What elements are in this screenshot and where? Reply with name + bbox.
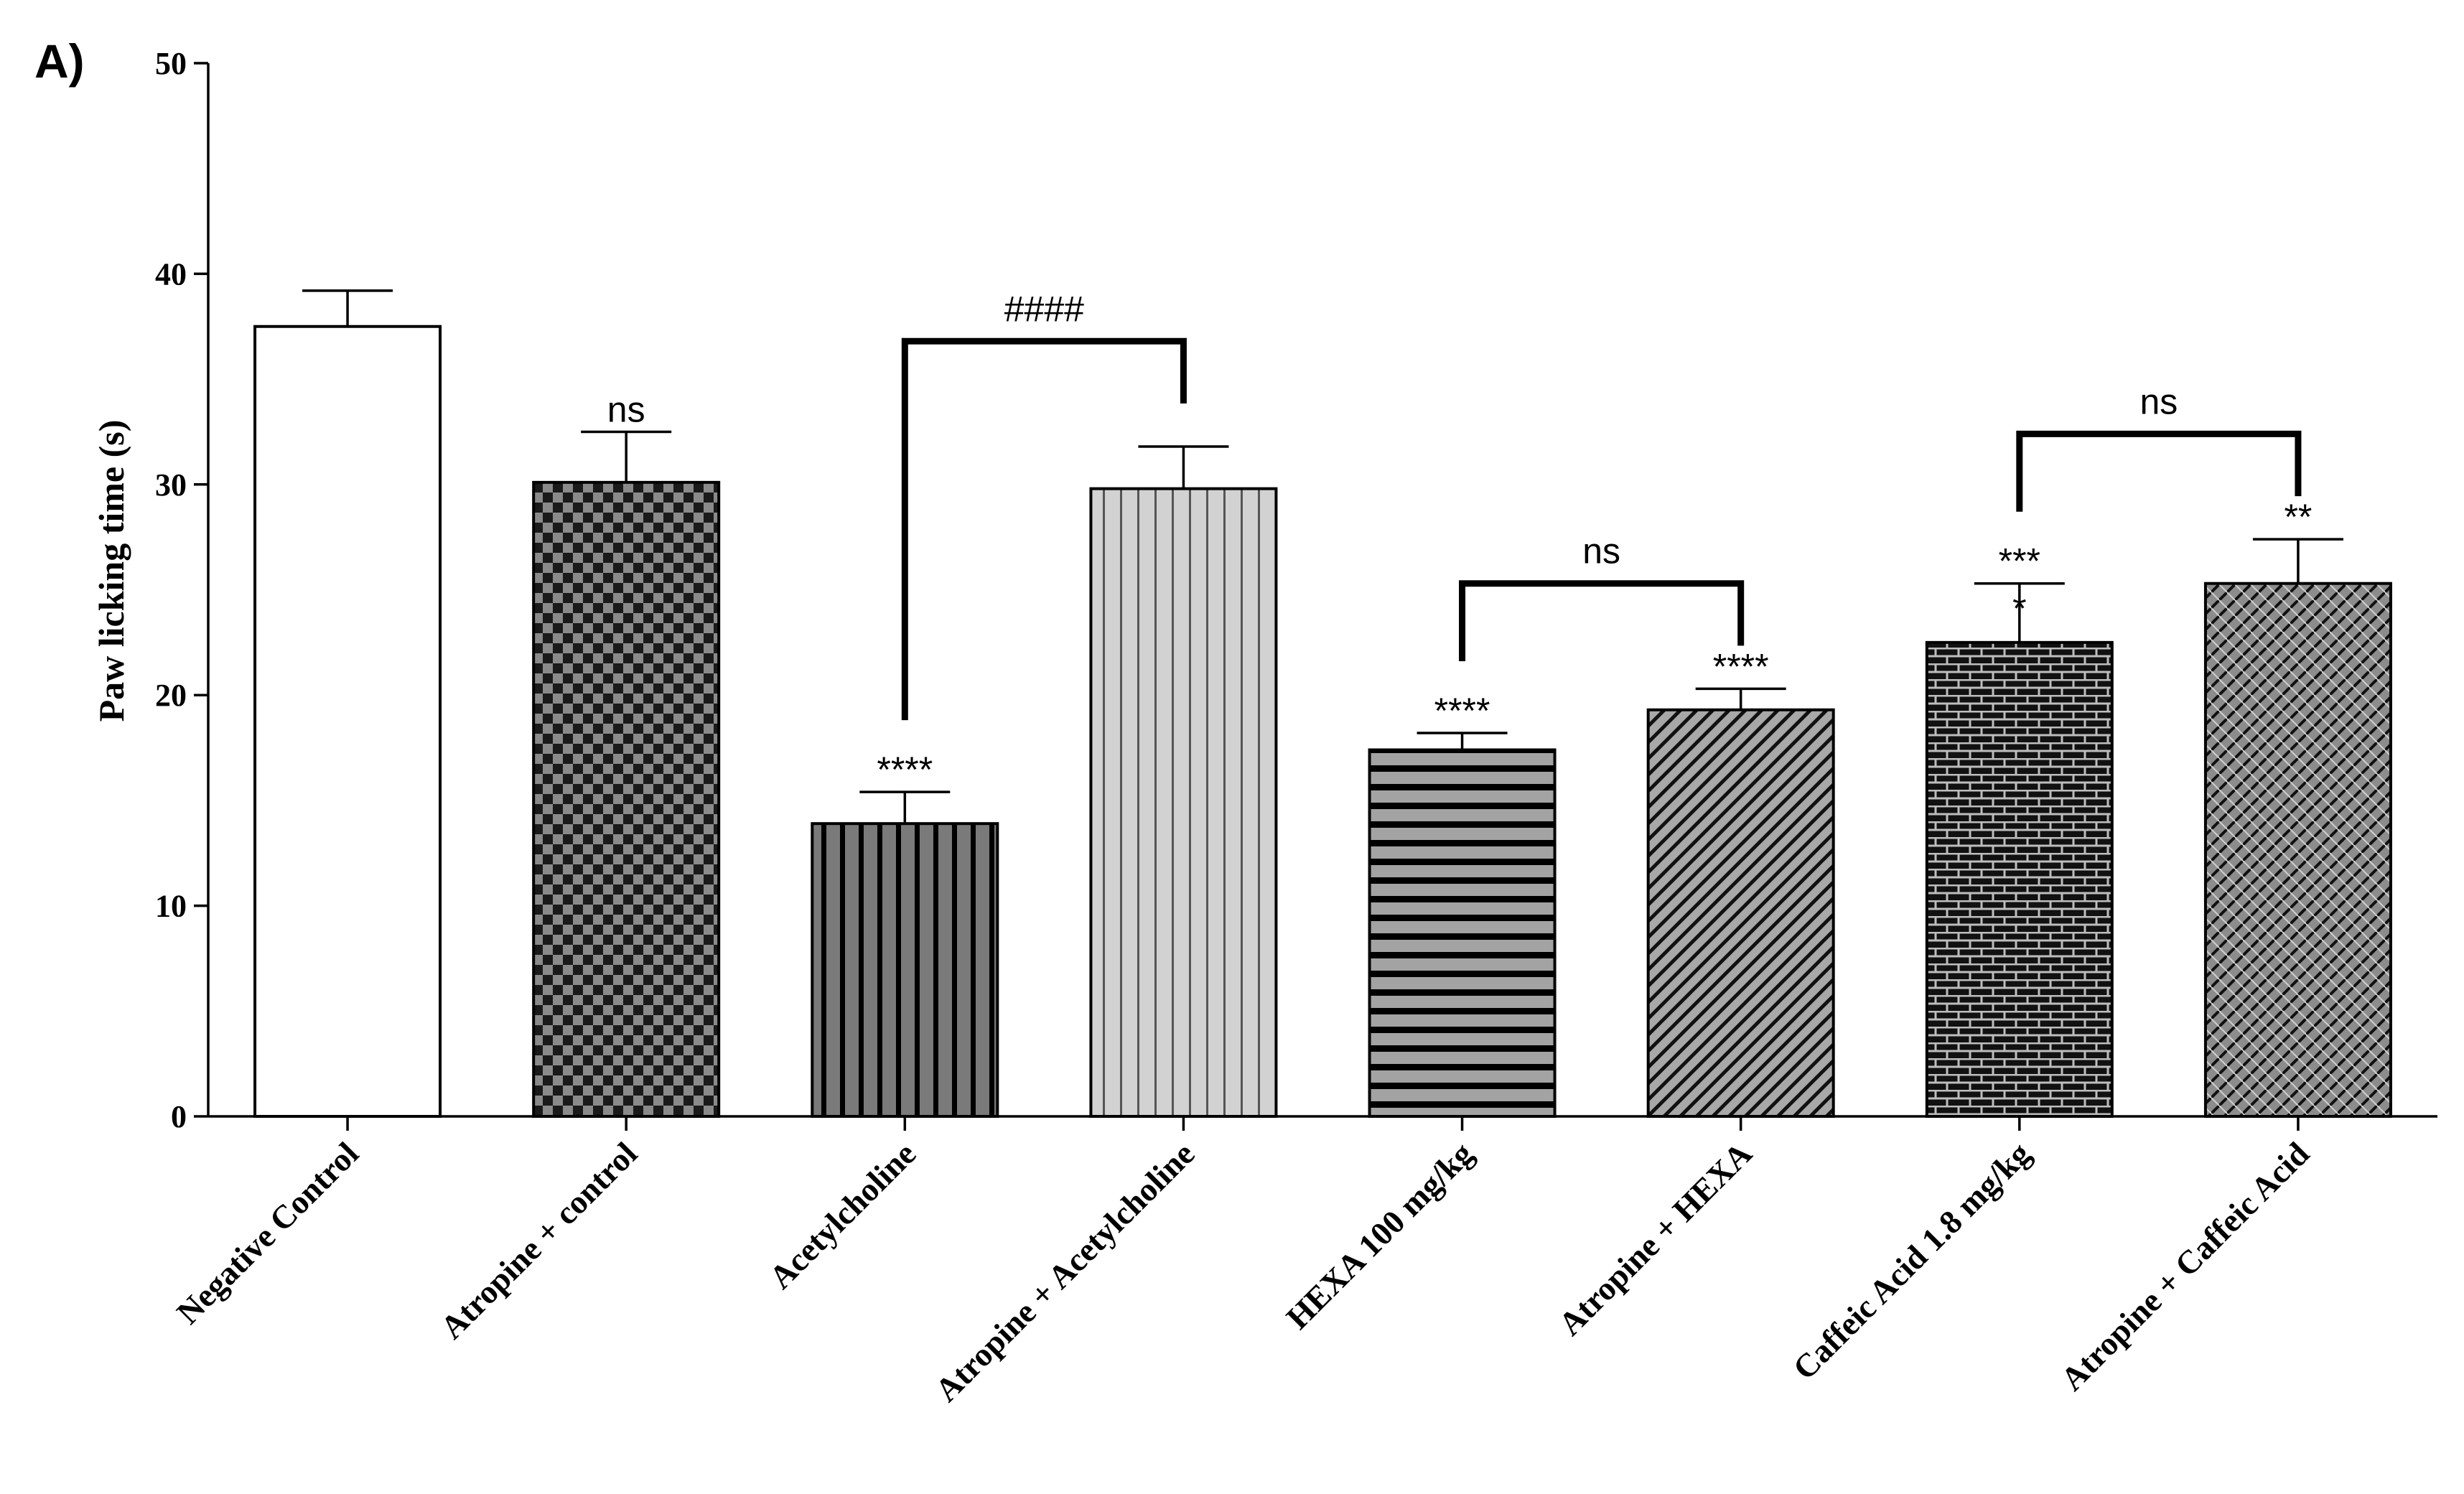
bar xyxy=(1925,640,2114,1118)
comparison-bracket xyxy=(901,337,1187,721)
significance-label: ** xyxy=(2284,497,2312,537)
significance-label: **** xyxy=(1434,691,1490,731)
comparison-label: ns xyxy=(1582,531,1620,571)
y-tick-label: 20 xyxy=(155,678,187,713)
significance-label: * xyxy=(2012,589,2026,629)
significance-label: *** xyxy=(1999,541,2040,582)
comparison-bracket xyxy=(2016,430,2302,512)
x-tick-label: Atropine + Caffeic Acid xyxy=(2053,1135,2316,1398)
bar xyxy=(811,822,999,1118)
significance-label: ns xyxy=(607,389,645,429)
x-tick-label: Caffeic Acid 1.8 mg/kg xyxy=(1786,1135,2037,1386)
comparison-bracket xyxy=(1459,580,1745,662)
significance-label: **** xyxy=(877,750,933,790)
bar xyxy=(2203,582,2392,1118)
bar xyxy=(1368,748,1557,1118)
y-tick-label: 10 xyxy=(155,889,187,924)
y-tick-label: 0 xyxy=(171,1099,187,1134)
x-axis-labels: Negative Control Atropine + control Acetyl… xyxy=(169,1135,2316,1409)
bar xyxy=(1646,708,1835,1118)
x-tick-label: Acetylcholine xyxy=(762,1135,923,1296)
bar xyxy=(532,480,721,1118)
bars xyxy=(253,325,2392,1118)
comparison-label: #### xyxy=(1004,289,1084,329)
y-tick-label: 40 xyxy=(155,256,187,291)
significance-label: **** xyxy=(1713,646,1769,686)
y-tick-label: 30 xyxy=(155,467,187,503)
x-tick-label: Negative Control xyxy=(169,1135,365,1331)
x-tick-label: Atropine + HEXA xyxy=(1551,1135,1759,1343)
y-axis-title: Paw licking time (s) xyxy=(91,420,131,722)
x-tick-label: HEXA 100 mg/kg xyxy=(1279,1135,1480,1336)
x-tick-label: Atropine + Acetylcholine xyxy=(928,1135,1201,1409)
y-tick-label: 50 xyxy=(155,46,187,81)
bar xyxy=(253,325,442,1118)
comparison-label: ns xyxy=(2139,381,2178,421)
x-tick-label: Atropine + control xyxy=(434,1135,645,1346)
panel-label: A) xyxy=(34,34,85,88)
error-bars xyxy=(302,289,2343,824)
bar xyxy=(1089,487,1278,1118)
